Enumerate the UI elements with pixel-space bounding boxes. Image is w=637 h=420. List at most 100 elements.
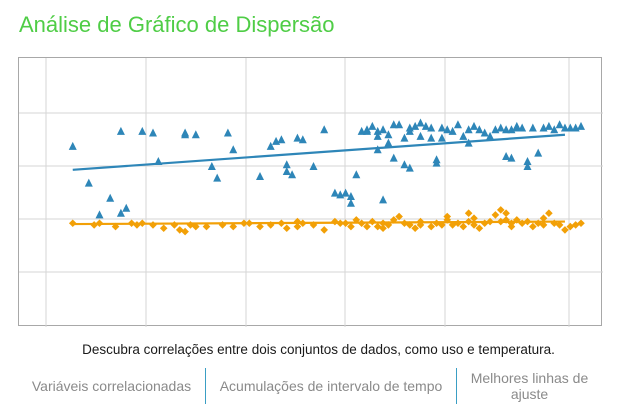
triangle-point (106, 193, 115, 202)
triangle-point (470, 121, 478, 130)
diamond-point (491, 211, 500, 219)
triangle-point (223, 128, 232, 137)
diamond-point (320, 226, 328, 234)
triangle-point (427, 133, 436, 142)
triangle-point (427, 123, 436, 132)
diamond-point (192, 222, 200, 231)
triangle-point (550, 125, 559, 134)
diamond-point (529, 222, 537, 231)
triangle-point (512, 123, 521, 132)
triangle-point (437, 123, 446, 132)
diamond-point (363, 222, 371, 231)
diamond-point (379, 224, 387, 233)
triangle-point (207, 161, 216, 170)
triangle-point (448, 126, 457, 135)
diamond-point (502, 209, 510, 218)
diamond-point (507, 222, 516, 231)
scatter-chart (18, 57, 603, 327)
scatter-plot-canvas (19, 58, 603, 327)
triangle-point (480, 128, 489, 137)
triangle-point (373, 145, 382, 154)
triangle-point (421, 121, 430, 130)
triangle-point (464, 125, 473, 134)
triangle-point (320, 125, 329, 134)
triangle-point (213, 173, 222, 182)
triangle-point (277, 135, 286, 144)
diamond-point (496, 206, 505, 214)
diamond-point (202, 222, 211, 231)
triangle-point (181, 130, 190, 139)
triangle-point (149, 128, 157, 137)
triangle-point (502, 151, 511, 160)
triangle-point (486, 131, 495, 140)
triangle-point (528, 123, 537, 132)
triangle-point (293, 133, 302, 142)
feature-correlated-variables[interactable]: Variáveis correlacionadas (31, 378, 192, 394)
diamond-point (395, 212, 403, 221)
triangle-point (282, 160, 291, 169)
triangle-point (496, 123, 505, 132)
triangle-point (555, 120, 564, 129)
diamond-point (539, 214, 548, 223)
triangle-point (534, 148, 543, 157)
diamond-point (373, 222, 382, 231)
triangle-point (122, 203, 131, 212)
triangle-point (560, 123, 569, 132)
triangle-point (400, 133, 409, 142)
triangle-point (346, 192, 355, 201)
diamond-point (550, 219, 559, 228)
diamond-point (475, 224, 484, 233)
diamond-point (464, 209, 473, 218)
triangle-point (523, 161, 532, 170)
triangle-point (384, 130, 393, 139)
triangle-point (502, 125, 511, 134)
diamond-point (539, 221, 548, 229)
triangle-point (288, 170, 297, 179)
triangle-point (384, 138, 393, 147)
diamond-point (256, 222, 264, 231)
triangle-point (379, 195, 388, 204)
diamond-point (229, 222, 238, 231)
diamond-point (181, 227, 189, 236)
triangle-point (363, 125, 371, 134)
chart-description: Descubra correlações entre dois conjunto… (82, 342, 555, 357)
triangle-point (416, 118, 425, 127)
feature-time-range-accumulations[interactable]: Acumulações de intervalo de tempo (205, 368, 456, 404)
diamond-point (561, 226, 569, 234)
triangle-point (116, 126, 125, 135)
diamond-point (427, 222, 435, 231)
diamond-point (555, 221, 564, 229)
diamond-point (389, 216, 398, 224)
triangle-point (523, 156, 532, 165)
triangle-point (266, 141, 275, 150)
triangle-point (405, 163, 414, 172)
diamond-point (170, 221, 179, 229)
page-title: Análise de Gráfico de Dispersão (19, 12, 335, 37)
feature-list: Variáveis correlacionadas Acumulações de… (18, 368, 602, 404)
triangle-point (368, 121, 377, 130)
triangle-point (138, 126, 147, 135)
triangle-point (432, 158, 441, 167)
triangle-point (400, 160, 409, 169)
diamond-point (111, 222, 120, 231)
trendline-triangle (72, 133, 566, 171)
diamond-point (545, 209, 553, 218)
diamond-point (293, 222, 302, 231)
triangle-point (475, 125, 484, 134)
feature-best-fit-lines[interactable]: Melhores linhas de ajuste (456, 368, 602, 404)
triangle-point (453, 120, 462, 129)
triangle-point (256, 171, 264, 180)
triangle-point (507, 153, 516, 162)
diamond-point (352, 216, 361, 224)
triangle-point (352, 170, 361, 179)
series-triangle (68, 118, 585, 219)
trendline-diamond (72, 220, 565, 226)
diamond-point (454, 219, 462, 228)
triangle-point (95, 210, 104, 219)
series-layer (68, 118, 585, 236)
diamond-point (480, 219, 489, 228)
triangle-point (84, 178, 93, 187)
triangle-point (330, 188, 339, 197)
triangle-point (395, 120, 404, 129)
triangle-point (68, 141, 77, 150)
